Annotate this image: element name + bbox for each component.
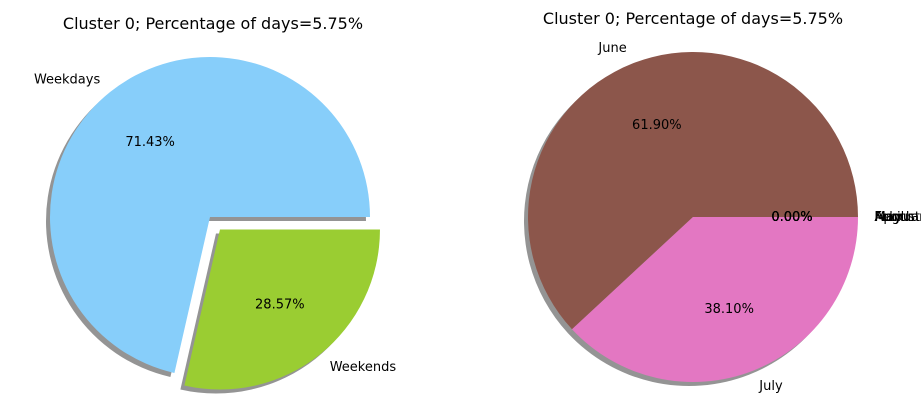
pie-pct-label-march: 0.00% <box>771 210 812 225</box>
pie-label-weekdays: Weekdays <box>34 72 101 87</box>
pie-slice-july <box>572 217 858 382</box>
pie-pct-label-weekdays: 71.43% <box>125 135 175 150</box>
pie-label-may: May <box>875 210 902 225</box>
pie-label-march: March <box>875 210 915 225</box>
pie-slice-weekends <box>184 229 380 390</box>
pie-label-june: June <box>597 41 626 56</box>
pie-chart-weekdays-weekends: Cluster 0; Percentage of days=5.75% 71.4… <box>34 14 396 394</box>
pie-pct-label-april: 0.00% <box>771 210 812 225</box>
pie-pct-label-may: 0.00% <box>771 210 812 225</box>
chart-title: Cluster 0; Percentage of days=5.75% <box>543 9 843 28</box>
pie-pct-label-june: 61.90% <box>632 118 682 133</box>
pie-chart-months: Cluster 0; Percentage of days=5.75% 61.9… <box>523 9 921 394</box>
pie-slice-weekdays <box>50 57 371 373</box>
pie-pct-label-august: 0.00% <box>771 210 812 225</box>
chart-title: Cluster 0; Percentage of days=5.75% <box>63 14 363 33</box>
pie-label-july: July <box>758 379 783 394</box>
pie-label-august: August <box>875 210 921 225</box>
pie-pct-label-february: 0.00% <box>771 210 812 225</box>
pie-pct-label-july: 38.10% <box>704 302 754 317</box>
pie-label-weekends: Weekends <box>330 360 397 375</box>
pie-label-february: February <box>875 210 921 225</box>
pie-pct-label-weekends: 28.57% <box>255 298 305 313</box>
pie-slice-june <box>527 51 858 330</box>
pie-label-april: April <box>875 210 905 225</box>
